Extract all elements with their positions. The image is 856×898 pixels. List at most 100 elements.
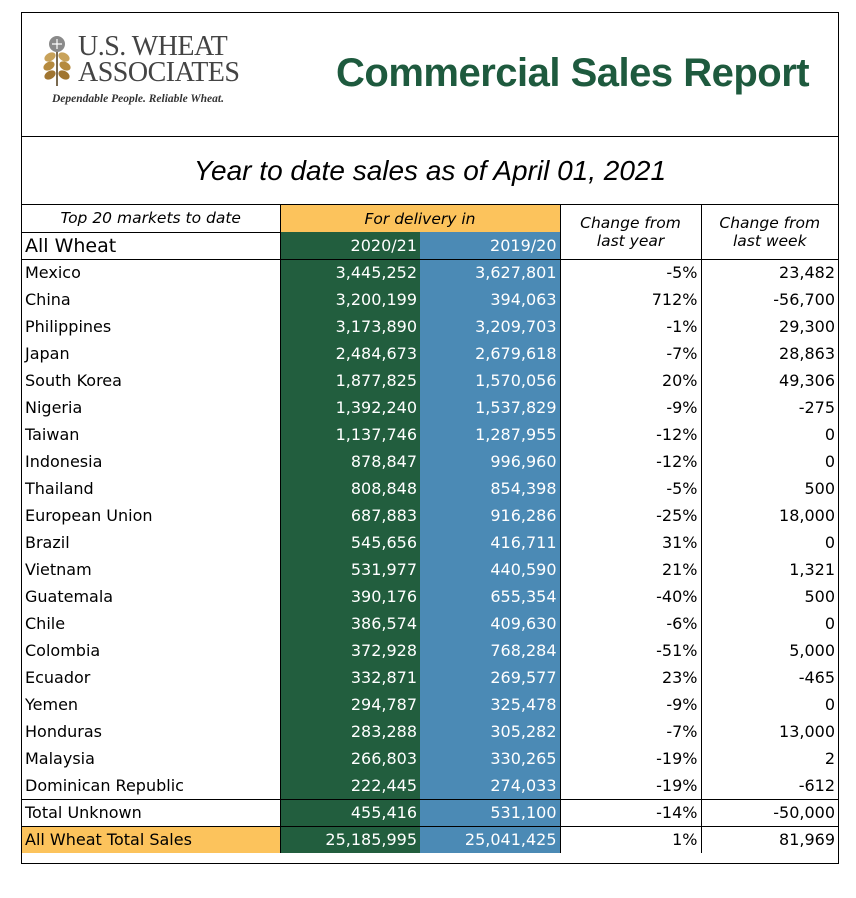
row-value-2020-21: 808,848 bbox=[280, 475, 420, 502]
row-change-year: 21% bbox=[560, 556, 702, 583]
row-name: Philippines bbox=[22, 313, 281, 340]
row-name: Ecuador bbox=[22, 664, 281, 691]
row-value-2019-20: 996,960 bbox=[420, 448, 561, 475]
row-name: Honduras bbox=[22, 718, 281, 745]
header-last-year: last year bbox=[560, 232, 702, 260]
row-change-week: 0 bbox=[824, 452, 835, 471]
row-change-year: -9% bbox=[560, 691, 702, 718]
row-change-year: -7% bbox=[560, 718, 702, 745]
row-name: Mexico bbox=[22, 259, 281, 286]
row-value-2019-20: 768,284 bbox=[420, 637, 561, 664]
row-change-year: -7% bbox=[560, 340, 702, 367]
row-name: Colombia bbox=[22, 637, 281, 664]
row-value-2020-21: 294,787 bbox=[280, 691, 420, 718]
row-change-week: -275 bbox=[798, 398, 835, 417]
row-change-year: 31% bbox=[560, 529, 702, 556]
table-row: Yemen 294,787 325,478 -9% 0 bbox=[22, 691, 838, 718]
header-delivery: For delivery in bbox=[280, 205, 561, 232]
table-row: Taiwan 1,137,746 1,287,955 -12% 0 bbox=[22, 421, 838, 448]
table-row: European Union 687,883 916,286 -25% 18,000 bbox=[22, 502, 838, 529]
row-change-week: 0 bbox=[824, 695, 835, 714]
row-change-year: -12% bbox=[560, 448, 702, 475]
row-value-2019-20: 1,537,829 bbox=[420, 394, 561, 421]
header-year-2020-21: 2020/21 bbox=[280, 232, 420, 260]
row-change-year: -5% bbox=[560, 475, 702, 502]
row-change-week: 0 bbox=[824, 425, 835, 444]
row-value-2019-20: 1,570,056 bbox=[420, 367, 561, 394]
total-sales-row: All Wheat Total Sales 25,185,995 25,041,… bbox=[22, 825, 838, 853]
header-last-week: last week bbox=[701, 232, 838, 260]
row-name: Taiwan bbox=[22, 421, 281, 448]
row-change-week: 29,300 bbox=[779, 317, 835, 336]
row-name: All Wheat Total Sales bbox=[22, 825, 281, 853]
row-change-year: -6% bbox=[560, 610, 702, 637]
table-row: Dominican Republic 222,445 274,033 -19% -612 bbox=[22, 772, 838, 799]
table-row: Japan 2,484,673 2,679,618 -7% 28,863 bbox=[22, 340, 838, 367]
table-row: Malaysia 266,803 330,265 -19% 2 bbox=[22, 745, 838, 772]
row-value-2019-20: 269,577 bbox=[420, 664, 561, 691]
row-value-2020-21: 390,176 bbox=[280, 583, 420, 610]
row-value-2019-20: 2,679,618 bbox=[420, 340, 561, 367]
header-change-year: Change from bbox=[560, 205, 702, 232]
row-change-week: 81,969 bbox=[701, 825, 838, 853]
table-row: Nigeria 1,392,240 1,537,829 -9% -275 bbox=[22, 394, 838, 421]
table-row: China 3,200,199 394,063 712% -56,700 bbox=[22, 286, 838, 313]
row-change-year: -25% bbox=[560, 502, 702, 529]
row-change-year: -12% bbox=[560, 421, 702, 448]
row-change-year: -51% bbox=[560, 637, 702, 664]
row-name: Japan bbox=[22, 340, 281, 367]
row-change-week: 0 bbox=[824, 614, 835, 633]
row-change-year: -40% bbox=[560, 583, 702, 610]
row-value-2020-21: 283,288 bbox=[280, 718, 420, 745]
row-change-year: -14% bbox=[560, 798, 702, 826]
table-row: Honduras 283,288 305,282 -7% 13,000 bbox=[22, 718, 838, 745]
row-change-week: 28,863 bbox=[779, 344, 835, 363]
table-row: Mexico 3,445,252 3,627,801 -5% 23,482 bbox=[22, 259, 838, 286]
table-row: Brazil 545,656 416,711 31% 0 bbox=[22, 529, 838, 556]
table-row: Indonesia 878,847 996,960 -12% 0 bbox=[22, 448, 838, 475]
row-value-2020-21: 878,847 bbox=[280, 448, 420, 475]
total-unknown-row: Total Unknown 455,416 531,100 -14% -50,0… bbox=[22, 798, 838, 826]
row-value-2019-20: 325,478 bbox=[420, 691, 561, 718]
wheat-icon bbox=[43, 36, 71, 86]
logo-text-line2: ASSOCIATES bbox=[78, 57, 240, 88]
report-title: Commercial Sales Report bbox=[336, 51, 810, 95]
row-value-2020-21: 1,877,825 bbox=[280, 367, 420, 394]
table-row: Vietnam 531,977 440,590 21% 1,321 bbox=[22, 556, 838, 583]
row-change-year: -19% bbox=[560, 772, 702, 799]
row-value-2020-21: 3,200,199 bbox=[280, 286, 420, 313]
row-value-2019-20: 394,063 bbox=[420, 286, 561, 313]
row-value-2020-21: 222,445 bbox=[280, 772, 420, 799]
row-change-year: 1% bbox=[560, 825, 702, 853]
row-change-week: 500 bbox=[804, 479, 835, 498]
row-change-week: 13,000 bbox=[779, 722, 835, 741]
row-change-week: 18,000 bbox=[779, 506, 835, 525]
row-value-2020-21: 545,656 bbox=[280, 529, 420, 556]
row-value-2020-21: 386,574 bbox=[280, 610, 420, 637]
row-change-week: 23,482 bbox=[779, 263, 835, 283]
row-name: Vietnam bbox=[22, 556, 281, 583]
table-body: Mexico 3,445,252 3,627,801 -5% 23,482 China 3,… bbox=[22, 259, 838, 799]
sales-table: Top 20 markets to date For delivery in C… bbox=[22, 205, 838, 853]
row-name: Indonesia bbox=[22, 448, 281, 475]
row-name: China bbox=[22, 286, 281, 313]
table-row: South Korea 1,877,825 1,570,056 20% 49,306 bbox=[22, 367, 838, 394]
row-value-2019-20: 655,354 bbox=[420, 583, 561, 610]
row-name: Brazil bbox=[22, 529, 281, 556]
row-value-2020-21: 266,803 bbox=[280, 745, 420, 772]
header-top20: Top 20 markets to date bbox=[22, 205, 281, 233]
row-value-2019-20: 3,209,703 bbox=[420, 313, 561, 340]
row-name: Total Unknown bbox=[22, 798, 281, 826]
table-row: Chile 386,574 409,630 -6% 0 bbox=[22, 610, 838, 637]
row-name: Dominican Republic bbox=[22, 772, 281, 799]
report-frame: U.S. WHEAT ASSOCIATES Dependable People.… bbox=[21, 12, 839, 864]
row-value-2020-21: 687,883 bbox=[280, 502, 420, 529]
row-name: Thailand bbox=[22, 475, 281, 502]
report-header: U.S. WHEAT ASSOCIATES Dependable People.… bbox=[22, 13, 838, 137]
report-subtitle: Year to date sales as of April 01, 2021 bbox=[22, 137, 838, 205]
row-value-2020-21: 25,185,995 bbox=[280, 825, 420, 853]
row-change-year: -5% bbox=[560, 259, 702, 286]
table-row: Guatemala 390,176 655,354 -40% 500 bbox=[22, 583, 838, 610]
row-name: Malaysia bbox=[22, 745, 281, 772]
row-name: Chile bbox=[22, 610, 281, 637]
